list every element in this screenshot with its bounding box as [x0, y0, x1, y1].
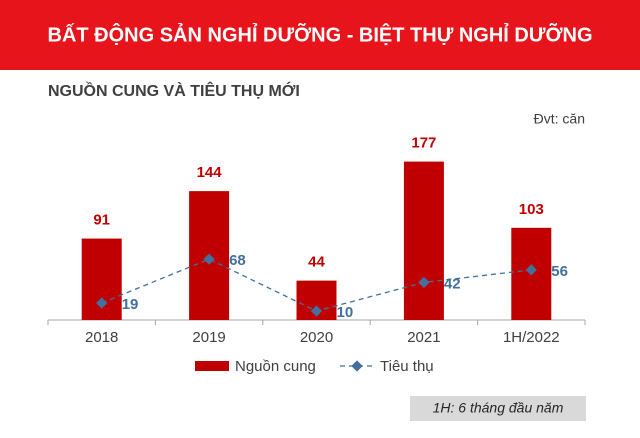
bar: [403, 161, 444, 320]
bar-value-label: 91: [93, 212, 110, 229]
note-box: [410, 396, 586, 421]
header-title: BẤT ĐỘNG SẢN NGHỈ DƯỠNG - BIỆT THỰ NGHỈ …: [48, 22, 593, 46]
legend-swatch: [195, 361, 229, 371]
bar-value-label: 44: [308, 254, 325, 271]
line-value-label: 10: [337, 304, 354, 321]
x-tick-label: 2020: [300, 329, 333, 346]
x-tick-label: 2018: [85, 329, 118, 346]
legend-label: Tiêu thụ: [380, 358, 434, 375]
x-tick-label: 1H/2022: [503, 329, 560, 346]
header-banner: [0, 0, 640, 70]
line-marker: [418, 276, 430, 289]
x-tick-label: 2021: [407, 329, 440, 346]
line-marker: [525, 264, 537, 276]
line-value-label: 68: [229, 252, 246, 269]
x-tick-label: 2019: [192, 329, 225, 346]
line-value-label: 19: [122, 296, 139, 313]
line-value-label: 56: [551, 263, 568, 280]
bar-value-label: 144: [197, 164, 223, 181]
bar-value-label: 103: [519, 201, 544, 218]
note: 1H: 6 tháng đầu năm: [433, 400, 564, 416]
bar-value-label: 177: [411, 135, 436, 152]
unit-label: Đvt: căn: [534, 111, 585, 127]
chart-title: NGUỒN CUNG VÀ TIÊU THỤ MỚI: [48, 81, 300, 100]
line-marker: [310, 305, 323, 317]
line-value-label: 42: [444, 275, 461, 292]
legend-label: Nguồn cung: [235, 358, 316, 375]
legend-swatch: [351, 360, 363, 372]
